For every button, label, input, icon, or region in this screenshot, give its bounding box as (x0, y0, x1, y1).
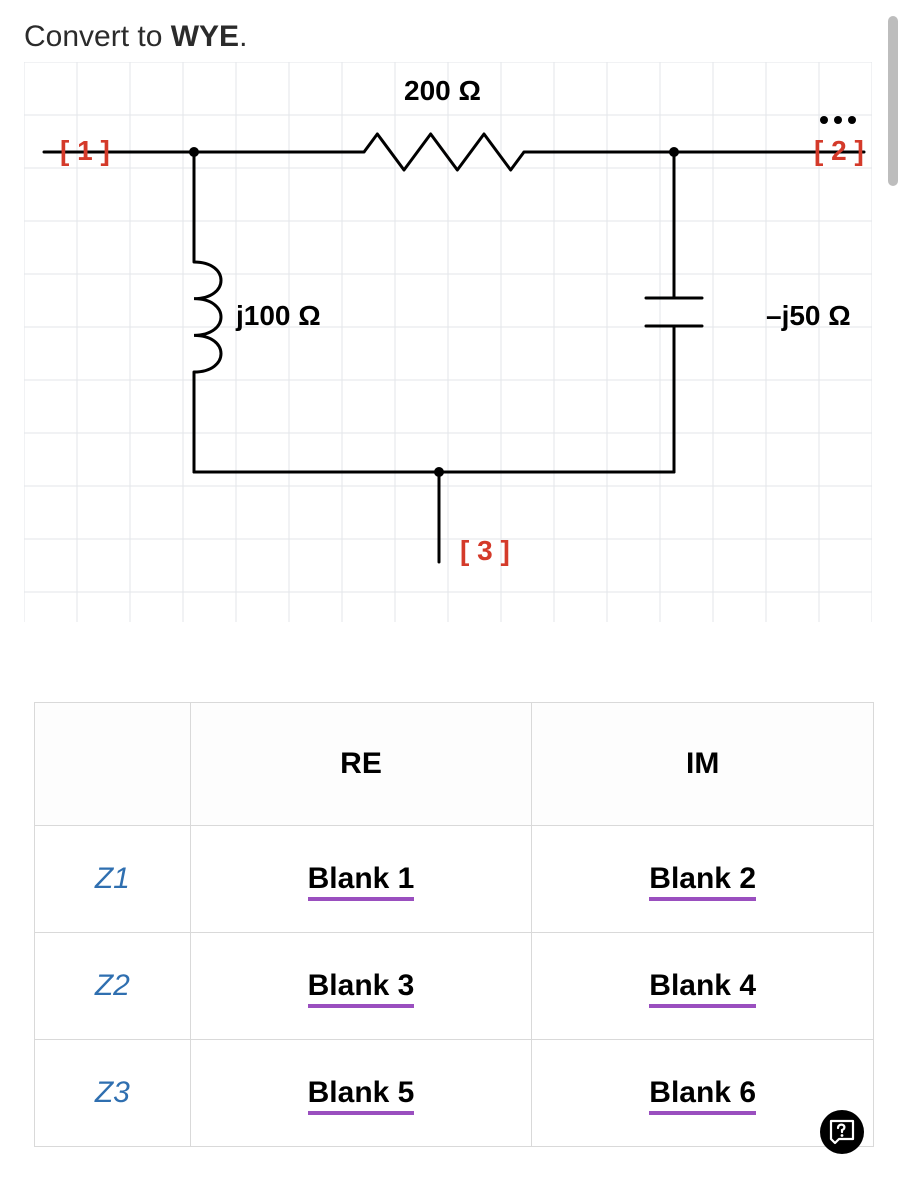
svg-text:j100 Ω: j100 Ω (235, 300, 321, 331)
help-button[interactable] (820, 1110, 864, 1154)
title-bold: WYE (171, 20, 239, 53)
th-re: RE (190, 703, 532, 826)
svg-text:[ 2 ]: [ 2 ] (814, 135, 864, 166)
table-row: Z3Blank 5Blank 6 (35, 1040, 874, 1147)
row-label: Z2 (35, 933, 191, 1040)
answer-table: RE IM Z1Blank 1Blank 2Z2Blank 3Blank 4Z3… (34, 702, 874, 1147)
row-label: Z3 (35, 1040, 191, 1147)
scrollbar[interactable] (888, 16, 898, 186)
circuit-diagram: 200 Ω j100 Ω –j50 Ω [ 1 ] [ 2 ] [ 3 ] (24, 62, 872, 622)
cell-re[interactable]: Blank 5 (190, 1040, 532, 1147)
th-im: IM (532, 703, 874, 826)
svg-text:200 Ω: 200 Ω (404, 75, 481, 106)
page-title: Convert to WYE. (24, 20, 878, 54)
title-prefix: Convert to (24, 20, 171, 53)
table-row: Z1Blank 1Blank 2 (35, 826, 874, 933)
cell-im[interactable]: Blank 4 (532, 933, 874, 1040)
svg-text:–j50 Ω: –j50 Ω (766, 300, 851, 331)
table-row: Z2Blank 3Blank 4 (35, 933, 874, 1040)
th-empty (35, 703, 191, 826)
svg-text:[ 1 ]: [ 1 ] (60, 135, 110, 166)
row-label: Z1 (35, 826, 191, 933)
cell-re[interactable]: Blank 3 (190, 933, 532, 1040)
title-suffix: . (239, 20, 247, 53)
table-header-row: RE IM (35, 703, 874, 826)
svg-text:[ 3 ]: [ 3 ] (460, 535, 510, 566)
cell-re[interactable]: Blank 1 (190, 826, 532, 933)
cell-im[interactable]: Blank 2 (532, 826, 874, 933)
